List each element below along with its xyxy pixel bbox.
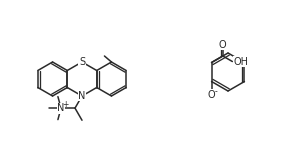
Text: +: + — [62, 100, 68, 109]
Text: OH: OH — [233, 57, 248, 67]
Text: N: N — [78, 91, 86, 101]
Text: N: N — [57, 103, 65, 113]
Text: O: O — [219, 40, 226, 50]
Text: S: S — [79, 57, 85, 67]
Text: -: - — [214, 87, 217, 96]
Text: O: O — [208, 90, 215, 100]
